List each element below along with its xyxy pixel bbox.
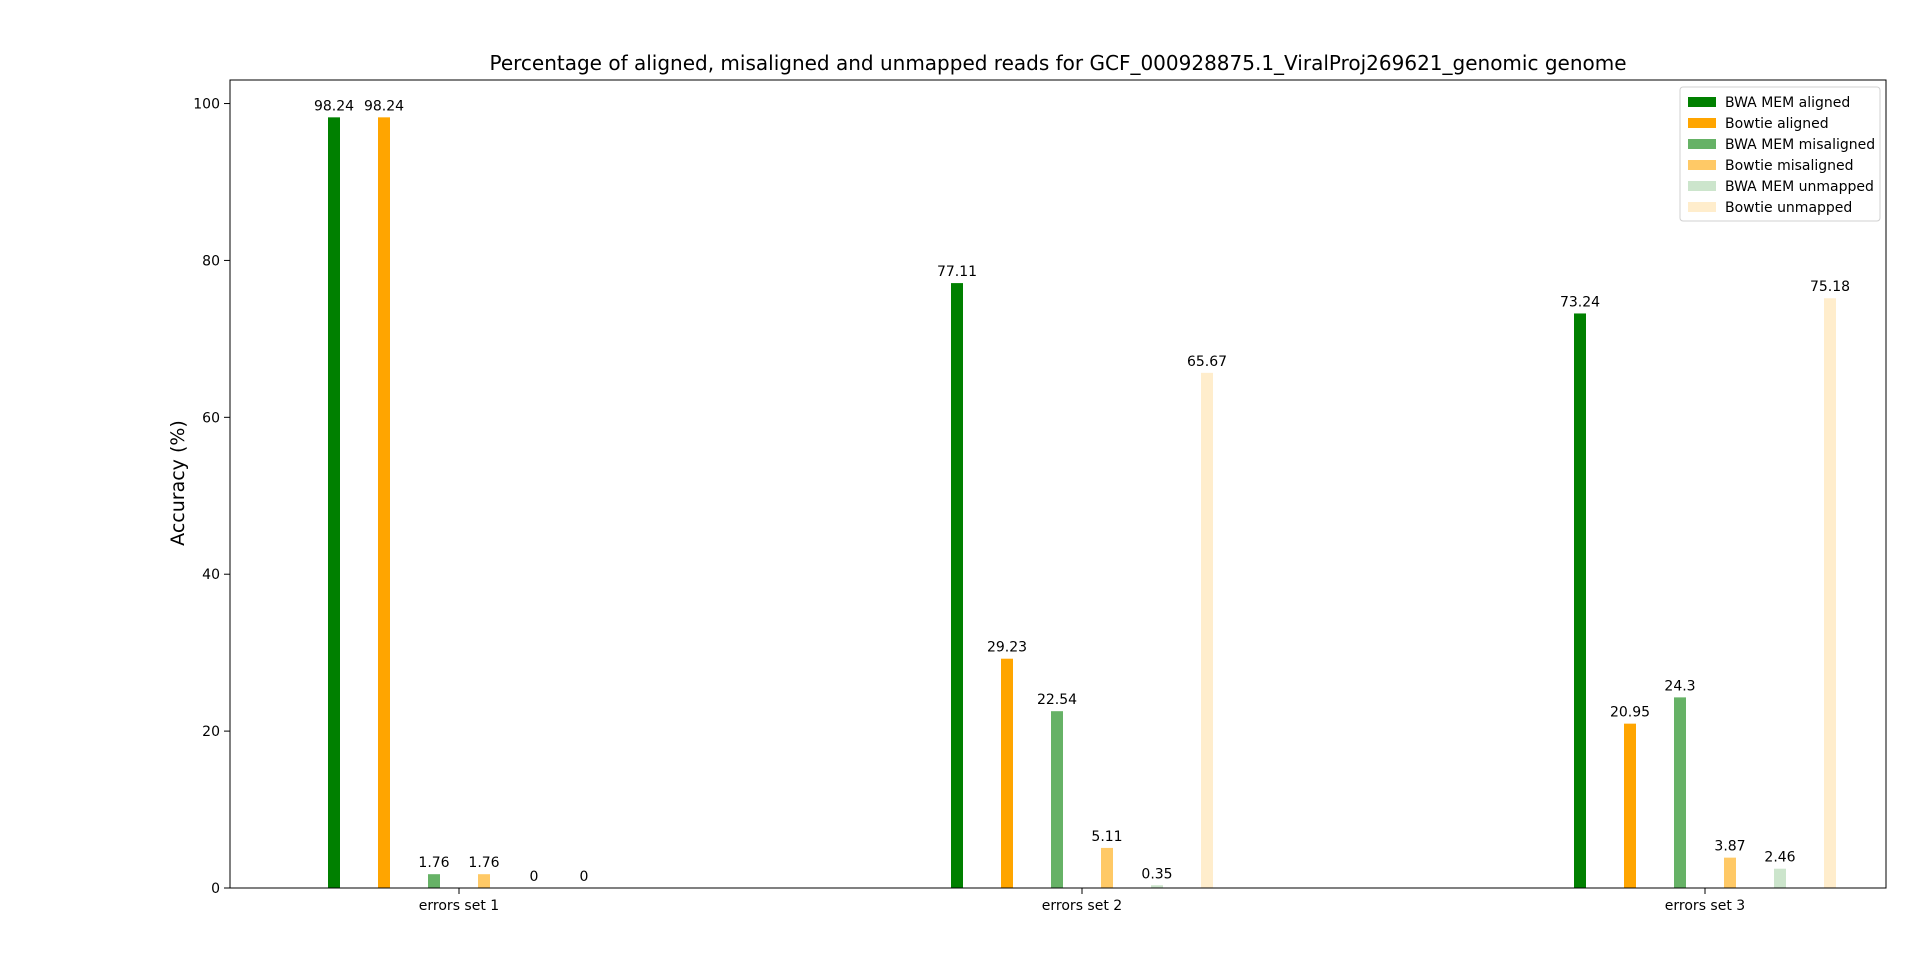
bar: [1201, 372, 1213, 888]
bar-value-label: 24.3: [1664, 678, 1695, 694]
bar-value-label: 5.11: [1091, 829, 1122, 845]
x-tick-label: errors set 1: [419, 898, 499, 914]
legend: BWA MEM aligned Bowtie aligned BWA MEM mis…: [1679, 86, 1881, 222]
bars: [328, 117, 1836, 889]
plot-frame: [229, 79, 1887, 889]
x-tick-label: errors set 2: [1042, 898, 1122, 914]
y-axis: 0 20 40 60 80 100: [193, 97, 230, 897]
bar: [478, 874, 490, 888]
bar-value-label: 98.24: [364, 98, 404, 114]
legend-label: BWA MEM unmapped: [1725, 179, 1874, 195]
bar: [951, 283, 963, 888]
legend-swatch: [1688, 139, 1716, 149]
bar-value-label: 77.11: [937, 264, 977, 280]
y-tick-label: 80: [202, 253, 220, 269]
legend-swatch: [1688, 160, 1716, 170]
bar-value-label: 0: [530, 869, 539, 885]
x-axis: errors set 1 errors set 2 errors set 3: [419, 888, 1745, 914]
chart-title: Percentage of aligned, misaligned and un…: [489, 51, 1626, 75]
bar: [328, 117, 340, 889]
bar-value-label: 75.18: [1810, 279, 1850, 295]
bar-value-label: 98.24: [314, 98, 354, 114]
legend-label: BWA MEM aligned: [1725, 95, 1850, 111]
y-tick-label: 40: [202, 567, 220, 583]
legend-swatch: [1688, 181, 1716, 191]
legend-swatch: [1688, 118, 1716, 128]
bar-value-label: 73.24: [1560, 294, 1600, 310]
y-tick-label: 20: [202, 724, 220, 740]
bar-value-label: 65.67: [1187, 354, 1227, 370]
legend-swatch: [1688, 97, 1716, 107]
bar: [1724, 857, 1736, 888]
bar-value-label: 0: [580, 869, 589, 885]
bar-value-label: 1.76: [468, 855, 499, 871]
bar: [1051, 711, 1063, 888]
legend-swatch: [1688, 202, 1716, 212]
legend-label: Bowtie misaligned: [1725, 158, 1854, 174]
bar-value-label: 22.54: [1037, 692, 1077, 708]
bar: [1674, 697, 1686, 888]
y-axis-label: Accuracy (%): [167, 420, 189, 546]
legend-label: Bowtie unmapped: [1725, 200, 1852, 216]
bar-value-label: 0.35: [1141, 866, 1172, 882]
bar: [1824, 298, 1836, 889]
y-tick-label: 0: [211, 881, 220, 897]
data-labels: 98.24 77.11 73.24 98.24 29.23 20.95 1.76 22.54 2…: [314, 98, 1850, 885]
bar: [378, 117, 390, 889]
bar: [1624, 723, 1636, 888]
legend-label: BWA MEM misaligned: [1725, 137, 1875, 153]
bar-value-label: 3.87: [1714, 839, 1745, 855]
y-tick-label: 60: [202, 410, 220, 426]
y-tick-label: 100: [193, 97, 220, 113]
bar: [1001, 658, 1013, 888]
x-tick-label: errors set 3: [1665, 898, 1745, 914]
bar: [1774, 868, 1786, 888]
bar: [1101, 847, 1113, 888]
legend-box: [1679, 86, 1881, 222]
bar-value-label: 1.76: [418, 855, 449, 871]
bar: [428, 874, 440, 888]
bar: [1151, 885, 1163, 888]
bar-value-label: 29.23: [987, 640, 1027, 656]
bar-value-label: 2.46: [1764, 850, 1795, 866]
bar-value-label: 20.95: [1610, 705, 1650, 721]
legend-label: Bowtie aligned: [1725, 116, 1829, 132]
bar: [1574, 313, 1586, 888]
